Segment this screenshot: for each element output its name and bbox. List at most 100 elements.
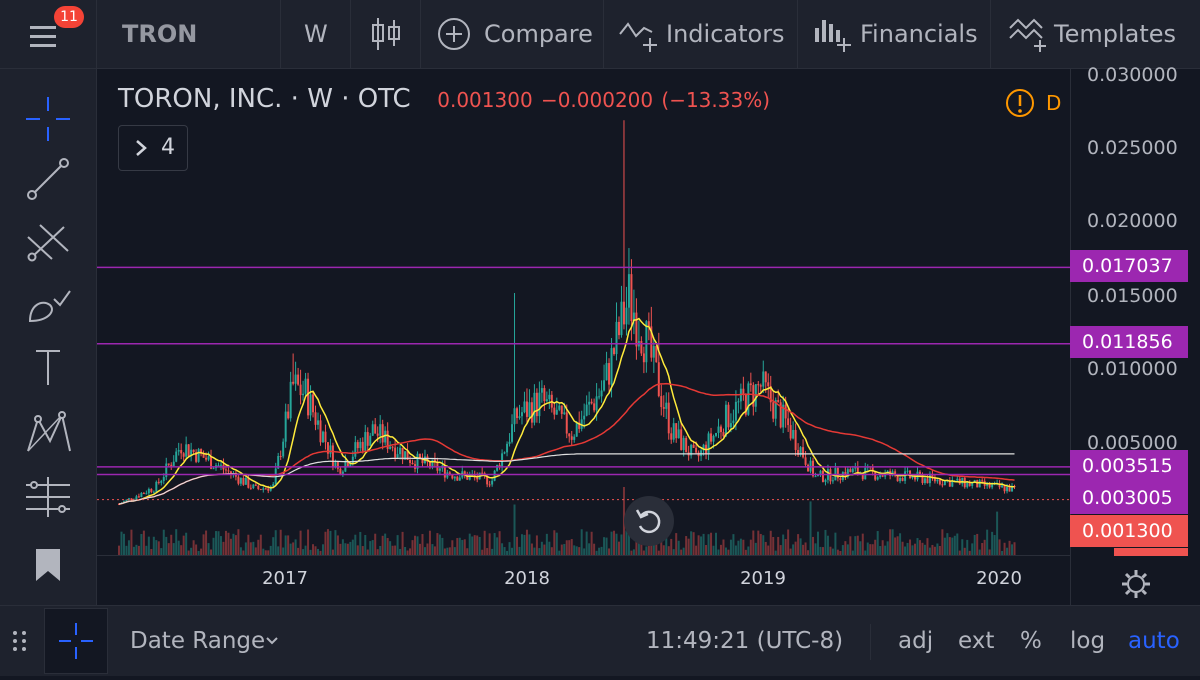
ext-toggle[interactable]: ext [958, 628, 995, 654]
volume-bar [453, 547, 456, 555]
interval-button[interactable]: W [304, 20, 328, 48]
candle-body [219, 464, 222, 466]
crosshair-mode-button[interactable] [44, 608, 108, 674]
candles-icon [372, 18, 400, 50]
candle-body [854, 467, 857, 469]
brush-tool[interactable] [20, 275, 76, 331]
indicators-collapse-button[interactable]: 4 [118, 125, 188, 171]
bookmark-tool[interactable] [20, 537, 76, 593]
volume-bar [719, 544, 722, 555]
volume-bar [819, 546, 822, 555]
compare-button[interactable]: Compare [436, 0, 594, 68]
settings-button[interactable] [1119, 567, 1153, 601]
candle-body [991, 484, 994, 488]
reset-chart-button[interactable] [624, 496, 674, 546]
volume-bar [732, 534, 735, 555]
chart-type-button[interactable] [364, 14, 408, 54]
volume-bar [978, 549, 981, 555]
adj-toggle[interactable]: adj [898, 628, 934, 654]
volume-bar [491, 548, 494, 555]
volume-bar [993, 535, 996, 555]
volume-bar [826, 535, 829, 555]
volume-bar [657, 550, 660, 555]
volume-bar [635, 537, 638, 555]
drag-handle[interactable] [0, 606, 40, 676]
price-tick: 0.020000 [1087, 210, 1178, 232]
candle-body [145, 493, 148, 495]
menu-button[interactable]: 11 [18, 6, 84, 54]
volume-bar [421, 534, 424, 555]
volume-bar [901, 541, 904, 555]
volume-bar [812, 536, 815, 555]
indicators-button[interactable]: Indicators [618, 0, 788, 68]
candle-body [468, 475, 471, 480]
measure-tool[interactable] [20, 469, 76, 525]
hline-price-label[interactable]: 0.011856 [1070, 326, 1188, 358]
volume-bar [533, 547, 536, 555]
chart-pane[interactable] [97, 69, 1070, 605]
candle-body [239, 477, 242, 484]
candle-body [918, 471, 921, 475]
candle-body [533, 392, 536, 423]
candle-body [496, 464, 499, 471]
volume-bar [466, 548, 469, 555]
date-range-button[interactable]: Date Range [130, 606, 290, 676]
volume-bar [871, 544, 874, 555]
volume-bar [1008, 540, 1011, 555]
time-axis[interactable]: 2017 2018 2019 2020 [97, 555, 1070, 606]
clock[interactable]: 11:49:21 (UTC-8) [646, 628, 844, 654]
volume-bar [498, 531, 501, 555]
hline-price-label[interactable]: 0.003005 [1070, 482, 1188, 514]
candle-body [749, 383, 752, 386]
candle-body [575, 422, 578, 437]
price-chart[interactable] [97, 69, 1070, 555]
volume-bar [548, 541, 551, 555]
candle-body [282, 441, 285, 457]
trendline-tool[interactable] [20, 151, 76, 207]
volume-bar [906, 542, 909, 555]
crosshair-icon [26, 97, 70, 141]
log-toggle[interactable]: log [1070, 628, 1106, 654]
volume-bar [724, 547, 727, 555]
candle-body [399, 447, 402, 455]
candle-body [553, 407, 556, 415]
candle-body [1008, 486, 1011, 492]
data-alert[interactable]: D [1004, 87, 1064, 119]
pitchfork-tool[interactable] [20, 213, 76, 269]
candle-body [376, 433, 379, 436]
volume-bar [622, 486, 625, 555]
volume-bar [588, 543, 591, 555]
candle-body [667, 402, 670, 434]
candle-body [262, 488, 265, 490]
candle-body [384, 430, 387, 443]
text-tool[interactable] [20, 339, 76, 395]
volume-bar [933, 546, 936, 555]
candle-body [538, 392, 541, 417]
volume-bar [523, 534, 526, 555]
volume-bar [461, 539, 464, 555]
volume-bar [608, 548, 611, 555]
percent-toggle[interactable]: % [1020, 628, 1042, 654]
candle-body [605, 363, 608, 381]
candle-body [787, 418, 790, 426]
pattern-tool[interactable] [20, 405, 76, 461]
ma-fast-line [118, 317, 1015, 505]
symbol-search[interactable]: TRON [122, 20, 198, 48]
top-toolbar: 11 TRON W Compare Indicators [0, 0, 1200, 69]
auto-toggle[interactable]: auto [1128, 628, 1180, 654]
candle-body [244, 478, 247, 485]
volume-bar [257, 539, 260, 555]
volume-bar [302, 549, 305, 555]
templates-button[interactable]: Templates [1008, 0, 1198, 68]
financials-button[interactable]: Financials [812, 0, 982, 68]
hline-price-label[interactable]: 0.017037 [1070, 250, 1188, 282]
candle-body [831, 480, 834, 482]
volume-bar [483, 530, 486, 555]
hline-price-label[interactable]: 0.003515 [1070, 450, 1188, 482]
crosshair-tool[interactable] [20, 91, 76, 147]
plus-circle-icon [438, 18, 470, 50]
volume-bar [543, 544, 546, 555]
volume-bar [401, 531, 404, 555]
volume-bar [120, 531, 123, 555]
volume-bar [563, 544, 566, 555]
